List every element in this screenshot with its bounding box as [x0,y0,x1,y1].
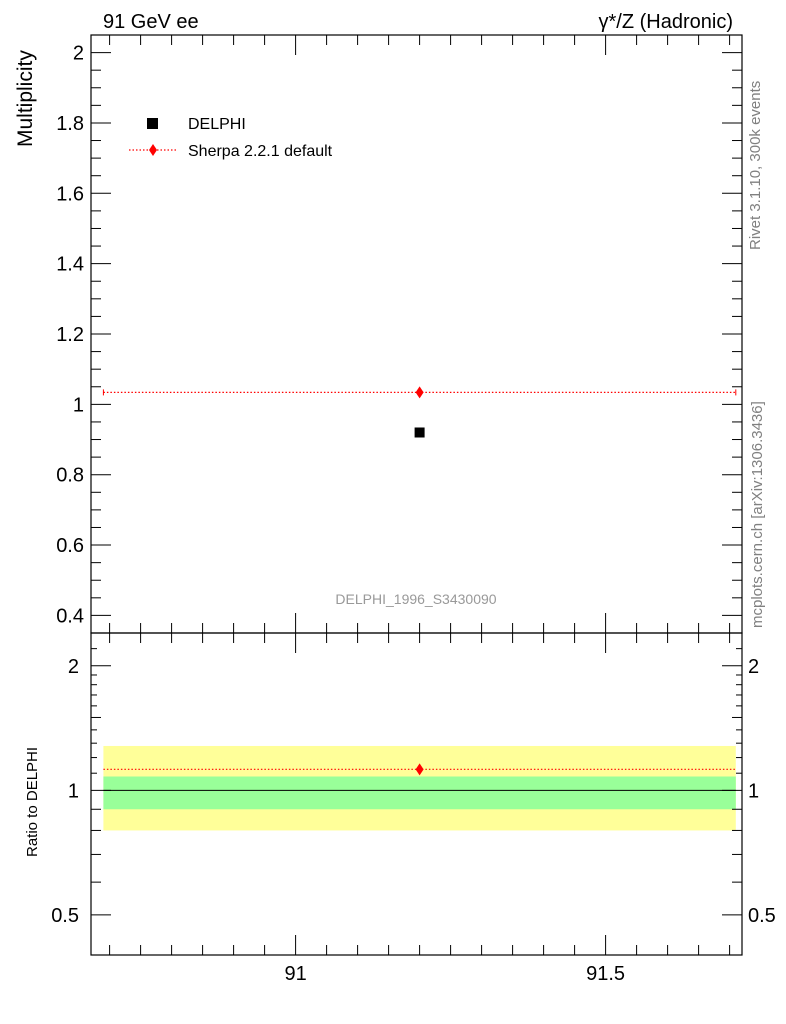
legend-marker-delphi [147,118,158,129]
ratio-y-ticks: 0.5 0.5 1 1 2 2 [51,648,776,956]
header-left-label: 91 GeV ee [103,11,199,33]
rivet-version-label: Rivet 3.1.10, 300k events [747,81,764,250]
sherpa-ratio-point [415,763,424,776]
legend-marker-sherpa [149,144,157,156]
ratio-x-ticks: 91 91.5 [109,633,731,985]
main-y-tick-label: 1.2 [56,324,84,346]
ratio-y-tick-label-right: 1 [748,780,759,802]
main-y-ticks: 0.4 0.6 0.8 1 1.2 1.4 1.6 1.8 2 [56,34,742,634]
legend-label-delphi: DELPHI [188,116,246,133]
main-y-axis-title: Multiplicity [14,50,37,147]
mcplots-reference-label: mcplots.cern.ch [arXiv:1306.3436] [749,401,766,628]
x-tick-label: 91.5 [586,963,625,985]
ratio-y-tick-label: 1 [68,780,79,802]
ratio-plot-panel: 0.5 0.5 1 1 2 2 91 91.5 [51,632,776,985]
x-tick-label: 91 [284,963,306,985]
ratio-y-axis-title: Ratio to DELPHI [24,747,41,857]
legend-label-sherpa: Sherpa 2.2.1 default [188,143,333,160]
main-x-ticks [109,35,731,633]
ratio-y-tick-label-right: 2 [748,656,759,678]
main-y-tick-label: 1.6 [56,183,84,205]
main-y-tick-label: 1 [73,394,84,416]
analysis-label: DELPHI_1996_S3430090 [335,591,496,607]
delphi-point [414,427,425,438]
main-y-tick-label: 2 [73,43,84,65]
main-y-tick-label: 0.6 [56,535,84,557]
header-right-label: γ*/Z (Hadronic) [599,11,733,33]
ratio-y-tick-label-right: 0.5 [748,905,776,927]
ratio-y-tick-label: 2 [68,656,79,678]
ratio-plot-content [103,745,736,831]
main-y-tick-label: 0.8 [56,465,84,487]
main-plot-content [102,386,737,438]
sherpa-point [415,386,424,399]
ratio-plot-frame [90,632,743,956]
ratio-y-tick-label: 0.5 [51,905,79,927]
main-y-tick-label: 0.4 [56,605,84,627]
legend: DELPHI Sherpa 2.2.1 default [129,116,333,160]
main-y-tick-label: 1.8 [56,113,84,135]
main-y-tick-label: 1.4 [56,254,84,276]
stat-uncertainty-band [103,776,736,810]
main-plot-panel: 0.4 0.6 0.8 1 1.2 1.4 1.6 1.8 2 DELPHI_1996_S343… [56,34,743,634]
